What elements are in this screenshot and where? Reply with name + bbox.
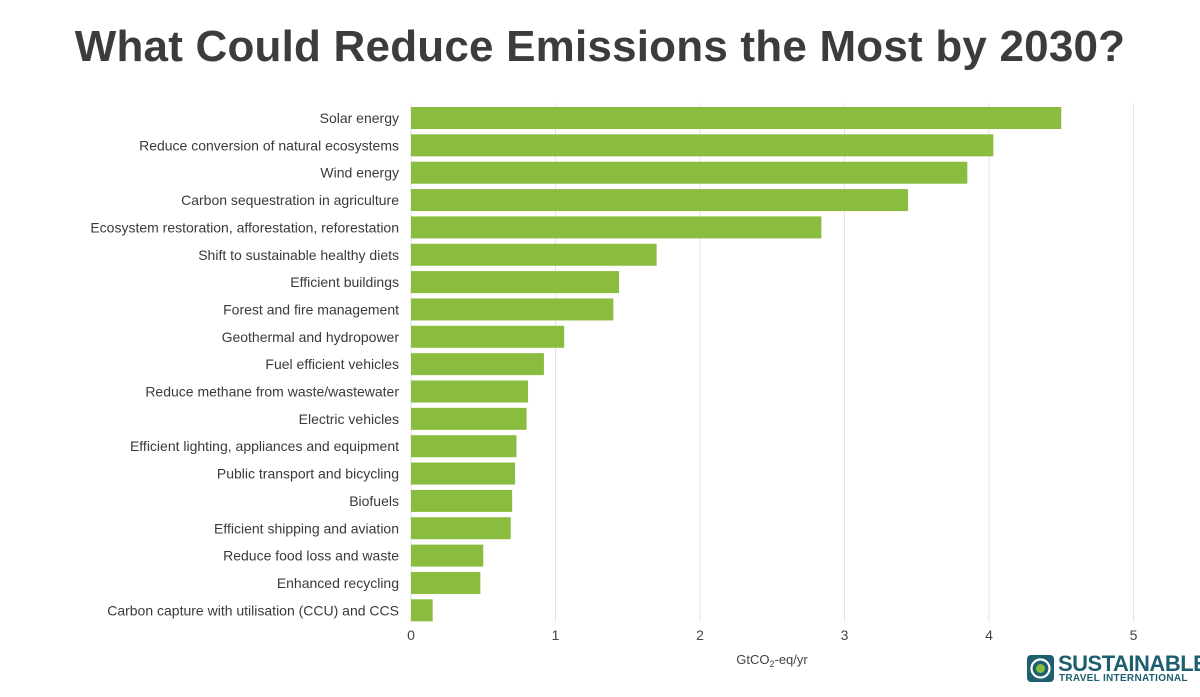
bar bbox=[411, 134, 994, 157]
category-label: Biofuels bbox=[349, 493, 399, 509]
bar bbox=[411, 271, 620, 294]
x-tick-label: 1 bbox=[552, 627, 560, 643]
category-label: Ecosystem restoration, afforestation, re… bbox=[90, 219, 399, 235]
category-label: Solar energy bbox=[320, 110, 399, 126]
bar bbox=[411, 298, 614, 321]
category-label: Fuel efficient vehicles bbox=[265, 356, 399, 372]
category-labels: Solar energy Reduce conversion of natural… bbox=[90, 110, 399, 618]
bars bbox=[411, 107, 1062, 622]
x-tick-label: 3 bbox=[841, 627, 849, 643]
category-label: Geothermal and hydropower bbox=[222, 329, 400, 345]
category-label: Reduce conversion of natural ecosystems bbox=[139, 137, 399, 153]
bar bbox=[411, 571, 481, 594]
x-tick-label: 4 bbox=[985, 627, 993, 643]
bar bbox=[411, 243, 657, 266]
category-label: Wind energy bbox=[320, 165, 399, 181]
bar bbox=[411, 353, 544, 376]
sustainable-travel-logo: SUSTAINABLE TRAVEL INTERNATIONAL bbox=[1027, 651, 1200, 691]
x-tick-label: 2 bbox=[696, 627, 704, 643]
bar bbox=[411, 599, 433, 622]
category-label: Carbon capture with utilisation (CCU) an… bbox=[107, 602, 399, 618]
logo-text-main: SUSTAINABLE bbox=[1058, 651, 1200, 676]
x-tick-label: 5 bbox=[1130, 627, 1138, 643]
bar bbox=[411, 489, 513, 512]
bar bbox=[411, 517, 511, 540]
category-label: Enhanced recycling bbox=[277, 575, 399, 591]
category-label: Forest and fire management bbox=[223, 301, 399, 317]
bar bbox=[411, 161, 968, 184]
bar bbox=[411, 435, 517, 458]
bar bbox=[411, 407, 527, 430]
x-axis-label: GtCO2-eq/yr bbox=[736, 652, 808, 669]
category-label: Public transport and bicycling bbox=[217, 466, 399, 482]
category-label: Reduce food loss and waste bbox=[223, 548, 399, 564]
bar bbox=[411, 380, 529, 403]
category-label: Shift to sustainable healthy diets bbox=[198, 247, 399, 263]
x-tick-labels: 0 1 2 3 4 5 bbox=[407, 627, 1138, 643]
globe-logo-icon bbox=[1027, 655, 1054, 682]
bar bbox=[411, 462, 516, 485]
category-label: Electric vehicles bbox=[299, 411, 399, 427]
category-label: Reduce methane from waste/wastewater bbox=[145, 384, 399, 400]
category-label: Efficient buildings bbox=[290, 274, 399, 290]
category-label: Carbon sequestration in agriculture bbox=[181, 192, 399, 208]
bar bbox=[411, 107, 1062, 129]
category-label: Efficient lighting, appliances and equip… bbox=[130, 438, 399, 454]
category-label: Efficient shipping and aviation bbox=[214, 520, 399, 536]
bar bbox=[411, 189, 909, 212]
x-tick-label: 0 bbox=[407, 627, 415, 643]
chart-title: What Could Reduce Emissions the Most by … bbox=[74, 22, 1126, 71]
bar bbox=[411, 216, 822, 239]
bar bbox=[411, 325, 565, 348]
bar bbox=[411, 544, 484, 567]
logo-text-sub: TRAVEL INTERNATIONAL bbox=[1059, 673, 1188, 684]
